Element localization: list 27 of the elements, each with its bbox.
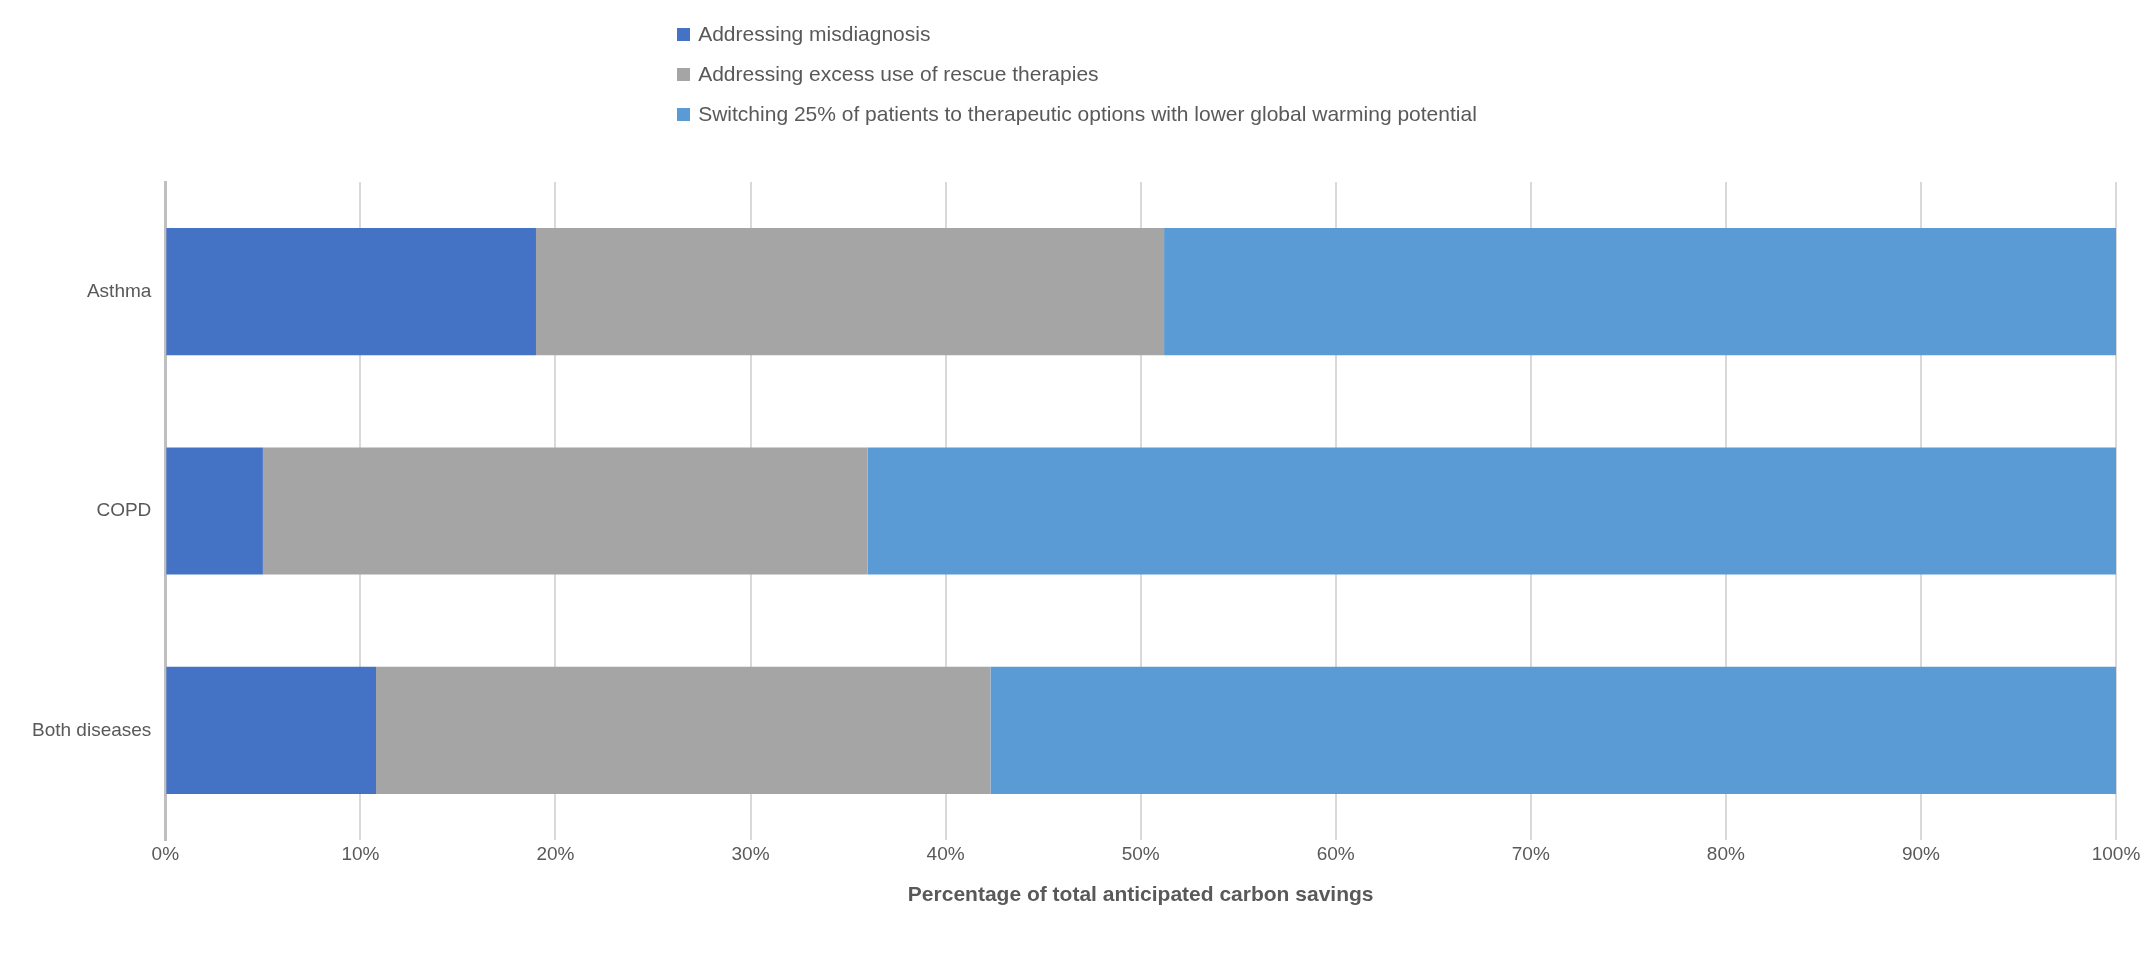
x-tick-label: 70%	[1511, 842, 1550, 864]
legend-label: Addressing misdiagnosis	[698, 22, 931, 46]
x-tick-label: 60%	[1316, 842, 1355, 864]
y-tick-label: Asthma	[86, 279, 152, 301]
bar	[1164, 228, 2116, 356]
bar	[166, 666, 377, 794]
bar	[535, 228, 1165, 356]
y-tick-label: Both diseases	[31, 718, 152, 740]
x-tick-label: 10%	[341, 842, 380, 864]
x-tick-label: 90%	[1901, 842, 1941, 864]
x-tick-label: 0%	[151, 842, 180, 864]
bar	[376, 666, 991, 794]
bar	[166, 447, 263, 575]
bar	[262, 447, 868, 575]
x-tick-label: 50%	[1121, 842, 1160, 864]
x-tick-label: 80%	[1706, 842, 1745, 864]
x-tick-label: 30%	[731, 842, 770, 864]
bar	[990, 666, 2116, 794]
y-tick-label: COPD	[96, 499, 152, 521]
x-tick-label: 40%	[926, 842, 965, 864]
x-axis-title: Percentage of total anticipated carbon savings	[907, 882, 1374, 906]
bar	[867, 447, 2116, 575]
legend-label: Addressing excess use of rescue therapies	[698, 62, 1099, 86]
legend-label: Switching 25% of patients to therapeutic options with lower global warming potential	[698, 102, 1477, 126]
x-tick-label: 100%	[2091, 842, 2141, 864]
x-tick-label: 20%	[536, 842, 575, 864]
bar	[166, 228, 536, 356]
